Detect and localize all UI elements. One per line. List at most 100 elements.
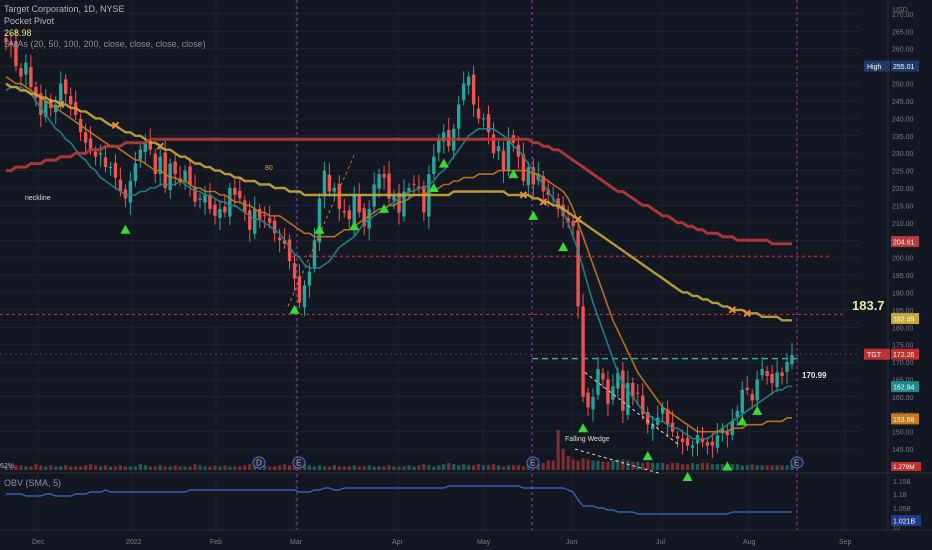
- x-axis-tick-feb: Feb: [210, 539, 222, 546]
- volume-bar: [656, 462, 660, 470]
- price-axis-tick: 245.00: [892, 99, 914, 106]
- candle-body: [755, 379, 759, 401]
- candle-body: [521, 154, 526, 182]
- candle-body: [203, 194, 207, 203]
- candle-body: [327, 174, 332, 192]
- x-axis-tick-sep: Sep: [839, 539, 852, 546]
- volume-bar: [501, 466, 506, 470]
- volume-bar: [442, 464, 446, 470]
- volume-bar: [24, 466, 28, 470]
- sma200-line: [6, 137, 792, 246]
- sma50-line: [5, 75, 792, 433]
- volume-bar: [392, 466, 396, 470]
- price-label-tag: [864, 348, 890, 360]
- candle-body: [243, 200, 247, 213]
- left-edge-pct: 62%: [0, 463, 14, 470]
- candle-body: [88, 138, 93, 150]
- obv-legend[interactable]: OBV (SMA, 5): [4, 478, 62, 488]
- volume-bar: [596, 460, 600, 470]
- sma-cross-marker: [156, 142, 164, 150]
- candle-body: [432, 156, 436, 175]
- volume-bar: [680, 464, 685, 470]
- candle-body: [601, 373, 605, 380]
- candle-body: [556, 198, 560, 209]
- candle-body: [158, 156, 162, 175]
- volume-bar: [9, 466, 13, 470]
- candle-body: [253, 208, 257, 234]
- sma-legend[interactable]: SMAs (20, 50, 100, 200, close, close, cl…: [4, 39, 206, 49]
- volume-bar: [118, 465, 123, 470]
- candle-body: [586, 392, 590, 408]
- volume-bar: [153, 466, 157, 470]
- volume-bar: [193, 464, 197, 470]
- candle-body: [506, 139, 511, 171]
- candle-body: [392, 194, 396, 201]
- candle-body: [437, 139, 441, 153]
- pocket-pivot-marker: [528, 210, 539, 220]
- volume-bar: [790, 465, 794, 470]
- candle-body: [233, 188, 237, 195]
- volume-bar: [148, 466, 152, 470]
- volume-bar: [74, 466, 78, 470]
- symbol-title[interactable]: Target Corporation, 1D, NYSE: [4, 4, 125, 14]
- volume-bar: [362, 466, 366, 470]
- pocket-pivot-marker: [289, 304, 300, 314]
- candle-body: [223, 206, 227, 213]
- candle-body: [665, 409, 670, 425]
- candle-body: [258, 208, 262, 220]
- volume-bar: [700, 462, 705, 470]
- price-axis-tick: 230.00: [892, 151, 914, 158]
- price-label-tag: [864, 60, 890, 72]
- sma-cross-marker: [728, 306, 737, 314]
- volume-bar: [302, 462, 307, 470]
- candle-body: [571, 220, 575, 227]
- pocket-pivot-marker: [314, 224, 325, 234]
- candle-body: [591, 396, 595, 410]
- volume-bar: [253, 466, 257, 470]
- volume-bar: [29, 466, 33, 470]
- indicator-label[interactable]: Pocket Pivot: [4, 16, 55, 26]
- volume-bar: [685, 464, 690, 470]
- candle-body: [238, 190, 242, 199]
- volume-bar: [163, 466, 167, 470]
- volume-bar: [34, 464, 38, 470]
- volume-bar: [108, 466, 113, 470]
- candle-body: [108, 167, 113, 169]
- candle-body: [337, 183, 342, 209]
- price-label-box: [891, 348, 919, 360]
- candle-body: [118, 179, 123, 192]
- volume-bar: [467, 465, 471, 470]
- volume-bar: [695, 464, 700, 470]
- price-label-box: [891, 60, 919, 72]
- volume-bar: [666, 464, 670, 470]
- candle-body: [49, 98, 53, 108]
- volume-bar: [775, 465, 779, 470]
- volume-bar: [59, 466, 63, 470]
- volume-bar: [138, 464, 142, 470]
- volume-bar: [168, 466, 172, 470]
- candle-body: [382, 174, 386, 178]
- price-label-value: 172.26: [893, 352, 915, 359]
- pocket-pivot-marker: [682, 471, 693, 481]
- volume-bar: [98, 466, 103, 470]
- price-axis-tick: 145.00: [892, 447, 914, 454]
- volume-bar: [521, 466, 525, 470]
- candle-body: [133, 163, 138, 182]
- pocket-pivot-marker: [737, 416, 748, 426]
- volume-bar: [551, 460, 555, 470]
- candle-body: [670, 422, 675, 432]
- candle-body: [486, 114, 491, 133]
- volume-bar: [14, 465, 18, 470]
- volume-bar: [750, 464, 754, 470]
- candle-body: [208, 194, 212, 209]
- obv-axis-tick: 1.058: [893, 506, 911, 513]
- volume-bar: [322, 466, 326, 470]
- price-label-tag-text: TGT: [867, 352, 882, 359]
- volume-bar: [476, 464, 481, 470]
- candle-body: [387, 173, 391, 199]
- volume-bar: [452, 464, 456, 470]
- volume-bar: [188, 466, 192, 470]
- candle-body: [14, 41, 18, 67]
- wedge-lower-line: [574, 448, 661, 474]
